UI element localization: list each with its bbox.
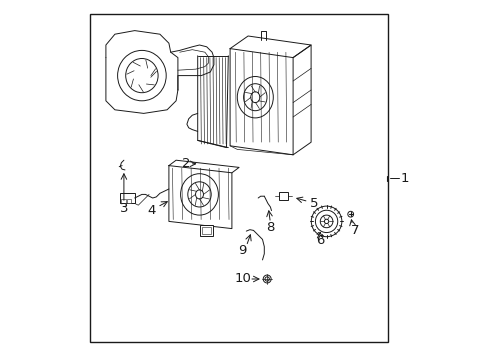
- Bar: [279, 192, 287, 200]
- Text: 10: 10: [235, 273, 251, 285]
- Text: 3: 3: [120, 202, 128, 215]
- Bar: [120, 193, 134, 203]
- Text: 4: 4: [147, 204, 156, 217]
- Text: 6: 6: [315, 234, 324, 247]
- Bar: [126, 199, 131, 203]
- Bar: [200, 225, 212, 236]
- Text: 1: 1: [400, 172, 408, 185]
- Text: 7: 7: [350, 224, 359, 237]
- Text: 5: 5: [309, 197, 318, 210]
- Bar: [89, 14, 387, 342]
- Text: 9: 9: [237, 244, 245, 257]
- Bar: [121, 199, 125, 203]
- Text: 2: 2: [181, 157, 190, 170]
- Bar: [201, 227, 211, 234]
- Text: 8: 8: [265, 221, 274, 234]
